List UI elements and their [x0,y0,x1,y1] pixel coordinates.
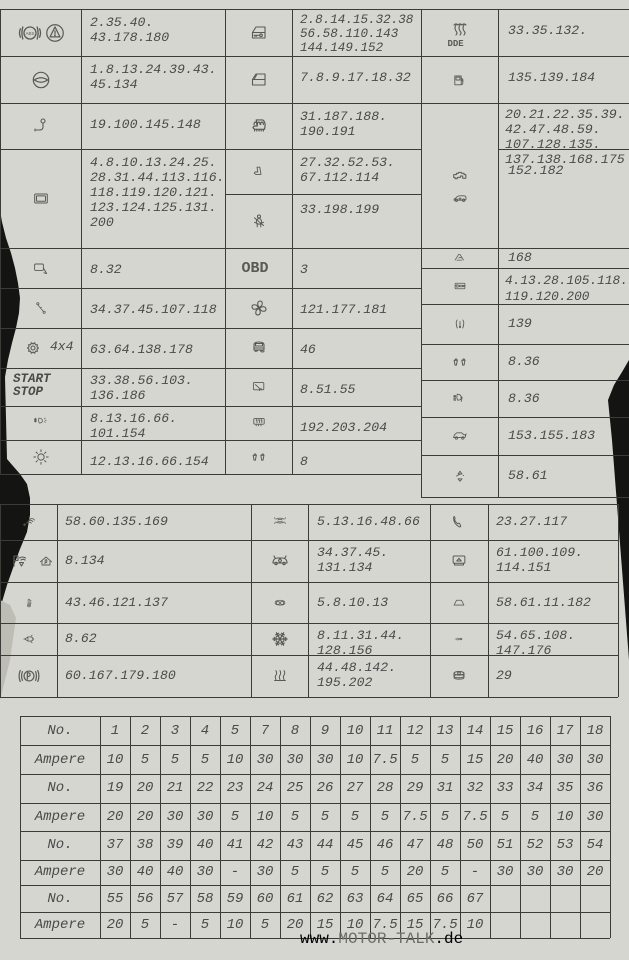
svg-text:.: . [460,29,461,30]
svg-text:ABS: ABS [25,31,34,36]
